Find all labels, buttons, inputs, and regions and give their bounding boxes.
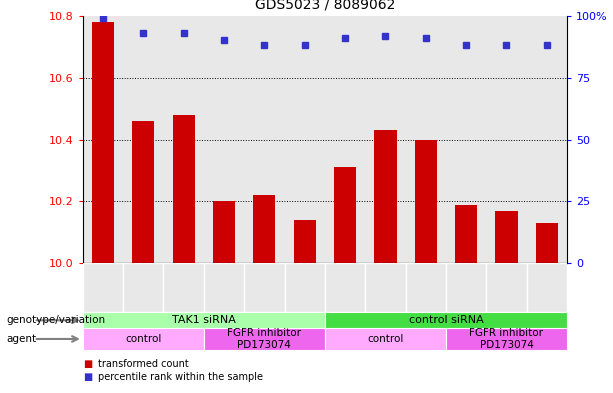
- Bar: [446, 263, 486, 312]
- Bar: [83, 263, 123, 312]
- Text: ■: ■: [83, 358, 92, 369]
- Bar: [334, 167, 356, 263]
- Bar: [486, 263, 527, 312]
- Bar: [294, 220, 316, 263]
- Title: GDS5023 / 8089062: GDS5023 / 8089062: [255, 0, 395, 12]
- Bar: [204, 328, 325, 350]
- Text: GSM1267156: GSM1267156: [219, 266, 229, 322]
- Bar: [172, 115, 195, 263]
- Text: FGFR inhibitor
PD173074: FGFR inhibitor PD173074: [227, 328, 302, 350]
- Text: genotype/variation: genotype/variation: [6, 315, 105, 325]
- Text: GSM1267161: GSM1267161: [179, 266, 188, 322]
- Bar: [536, 223, 558, 263]
- Text: TAK1 siRNA: TAK1 siRNA: [172, 315, 236, 325]
- Text: GSM1267158: GSM1267158: [300, 266, 309, 322]
- Bar: [83, 328, 204, 350]
- Bar: [132, 121, 154, 263]
- Text: GSM1267159: GSM1267159: [99, 266, 107, 322]
- Text: agent: agent: [6, 334, 36, 344]
- Text: GSM1267154: GSM1267154: [502, 266, 511, 322]
- Text: GSM1267153: GSM1267153: [462, 266, 471, 322]
- Bar: [83, 312, 325, 328]
- Bar: [406, 263, 446, 312]
- Bar: [414, 140, 437, 263]
- Bar: [325, 328, 446, 350]
- Text: GSM1267150: GSM1267150: [341, 266, 349, 322]
- Text: GSM1267152: GSM1267152: [421, 266, 430, 322]
- Bar: [527, 263, 567, 312]
- Text: GSM1267160: GSM1267160: [139, 266, 148, 322]
- Bar: [253, 195, 275, 263]
- Bar: [325, 263, 365, 312]
- Bar: [213, 202, 235, 263]
- Bar: [92, 22, 114, 263]
- Bar: [164, 263, 204, 312]
- Bar: [365, 263, 406, 312]
- Text: GSM1267157: GSM1267157: [260, 266, 269, 322]
- Bar: [495, 211, 517, 263]
- Bar: [204, 263, 244, 312]
- Bar: [284, 263, 325, 312]
- Text: percentile rank within the sample: percentile rank within the sample: [98, 372, 263, 382]
- Bar: [446, 328, 567, 350]
- Bar: [123, 263, 164, 312]
- Bar: [244, 263, 284, 312]
- Text: transformed count: transformed count: [98, 358, 189, 369]
- Text: FGFR inhibitor
PD173074: FGFR inhibitor PD173074: [470, 328, 544, 350]
- Text: control siRNA: control siRNA: [409, 315, 483, 325]
- Text: control: control: [125, 334, 161, 344]
- Text: ■: ■: [83, 372, 92, 382]
- Text: GSM1267151: GSM1267151: [381, 266, 390, 322]
- Text: GSM1267155: GSM1267155: [543, 266, 551, 322]
- Text: control: control: [367, 334, 403, 344]
- Bar: [455, 204, 478, 263]
- Bar: [325, 312, 567, 328]
- Bar: [375, 130, 397, 263]
